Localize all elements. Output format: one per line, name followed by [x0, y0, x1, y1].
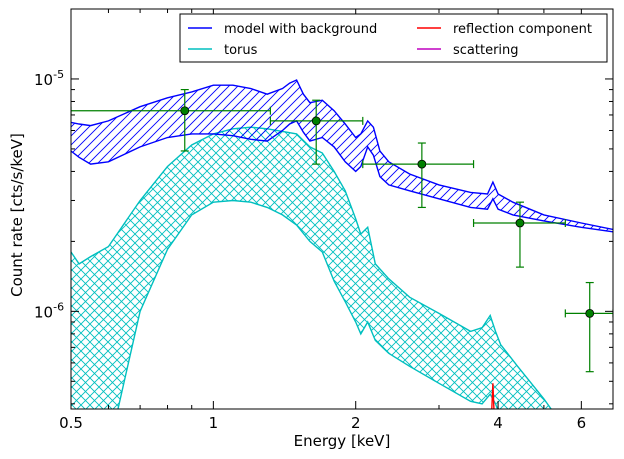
axis-ticks: 0.5 1 2 4 6 10-6 10-5	[34, 8, 614, 432]
data-point-1	[71, 88, 271, 152]
legend-entry: model with background	[188, 22, 377, 37]
legend-label: scattering	[453, 43, 519, 58]
legend-entry: scattering	[417, 43, 519, 58]
reflection-line	[491, 383, 495, 409]
legend: model with background reflection componen…	[179, 13, 608, 63]
data-marker	[585, 308, 595, 318]
torus-band	[71, 127, 552, 409]
data-point-2	[269, 99, 364, 165]
x-tick-label: 2	[351, 414, 361, 432]
model-band	[71, 80, 613, 232]
legend-entry: torus	[188, 43, 258, 58]
plot-frame	[70, 8, 614, 410]
plot-area	[71, 79, 613, 409]
y-tick-label: 10-6	[34, 300, 64, 321]
legend-label: torus	[224, 43, 258, 58]
data-point-4	[472, 201, 566, 268]
data-marker	[311, 116, 321, 126]
x-axis-label: Energy [keV]	[294, 432, 391, 450]
data-point-3	[362, 142, 475, 209]
model-lower-line	[71, 120, 613, 233]
legend-box	[179, 13, 608, 63]
x-tick-label: 6	[577, 414, 587, 432]
legend-label: reflection component	[453, 22, 592, 37]
y-tick-label: 10-5	[34, 68, 64, 89]
model-upper-line	[71, 79, 613, 231]
data-point-5	[564, 281, 613, 373]
data-marker	[180, 106, 190, 116]
x-tick-label: 0.5	[59, 414, 83, 432]
legend-label: model with background	[224, 22, 377, 37]
torus-upper-line	[71, 126, 552, 409]
y-axis-label: Count rate [cts/s/keV]	[8, 133, 26, 297]
x-tick-label: 4	[493, 414, 503, 432]
x-tick-label: 1	[209, 414, 219, 432]
legend-entry: reflection component	[417, 22, 592, 37]
data-marker	[515, 218, 525, 228]
data-marker	[417, 159, 427, 169]
data-points	[71, 88, 613, 373]
